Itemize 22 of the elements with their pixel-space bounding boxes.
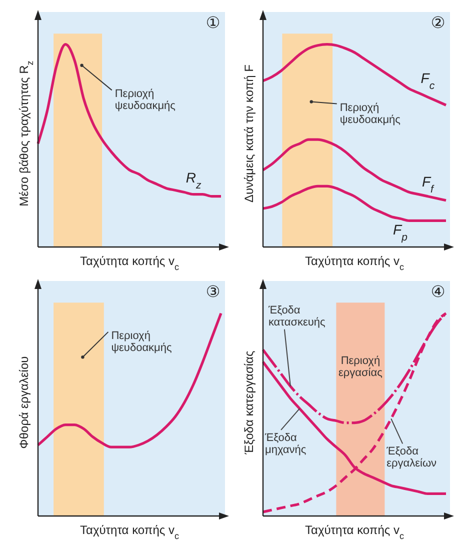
series-label: R$_{z}$ xyxy=(186,169,202,192)
text: ④ xyxy=(430,282,446,301)
annotation: Περιοχή ψευδοακμής xyxy=(114,88,176,112)
text: ③ xyxy=(206,282,220,301)
annotation: Περιοχή ψευδοακμής xyxy=(111,330,172,354)
series-label: Έξοδα μηχανής xyxy=(264,432,306,456)
series-label: F$_{f}$ xyxy=(422,173,435,196)
series-label: F$_{c}$ xyxy=(420,70,436,92)
y-axis-title: Έξοδα κατεργασίας xyxy=(242,350,256,456)
text: ② xyxy=(430,13,446,32)
y-axis-title: Δυνάμεις κατά την κοπή F xyxy=(242,64,256,202)
x-axis-title: Ταχύτητα κοπής v$_{c}$ xyxy=(305,523,404,541)
annotation: Περιοχή ψευδοακμής xyxy=(340,102,400,126)
annotation: Περιοχή εργασίας xyxy=(338,354,382,379)
series-label: Έξοδα εργαλείων xyxy=(386,446,438,470)
text: Έξοδα κατασκευής xyxy=(267,304,326,328)
x-axis-title: Ταχύτητα κοπής v$_{c}$ xyxy=(80,254,180,272)
x-axis-title: Ταχύτητα κοπής v$_{c}$ xyxy=(80,523,180,541)
text: ① xyxy=(206,13,220,32)
x-axis-title: Ταχύτητα κοπής v$_{c}$ xyxy=(305,254,404,272)
y-axis-title: Φθορά εργαλείου xyxy=(17,356,31,449)
series-label: F$_{p}$ xyxy=(393,222,408,244)
